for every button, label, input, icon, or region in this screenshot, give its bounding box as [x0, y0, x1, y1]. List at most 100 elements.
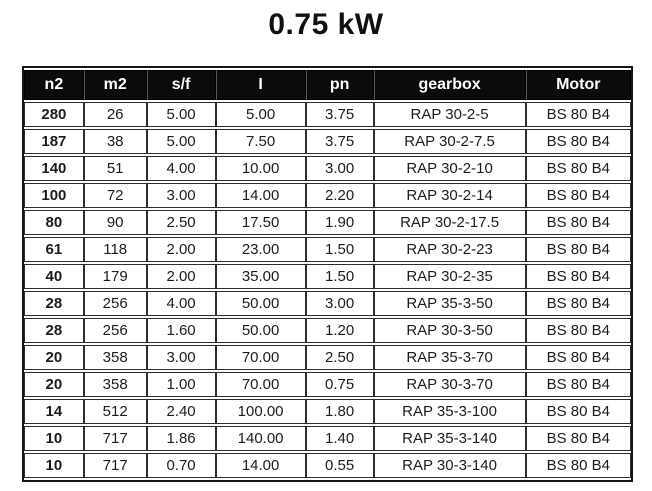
column-header: s/f [146, 70, 216, 100]
table-cell: 1.50 [305, 264, 374, 289]
table-cell: BS 80 B4 [525, 399, 631, 424]
table-cell: 1.60 [146, 318, 216, 343]
table-cell: 2.50 [305, 345, 374, 370]
table-cell: 256 [83, 291, 147, 316]
table-body: 280 26 5.00 5.00 3.75 RAP 30-2-5 BS 80 B4 187 38… [24, 102, 631, 478]
table-cell: 20 [24, 345, 84, 370]
table-cell: BS 80 B4 [525, 102, 631, 127]
table-cell: 118 [83, 237, 147, 262]
table-cell: 4.00 [146, 156, 216, 181]
table-row: 20 358 1.00 70.00 0.75 RAP 30-3-70 BS 80 B4 [24, 372, 631, 397]
column-header: pn [305, 70, 374, 100]
table-cell: 3.00 [305, 156, 374, 181]
table-cell: 26 [83, 102, 147, 127]
table-cell: 179 [83, 264, 147, 289]
table-cell: 4.00 [146, 291, 216, 316]
table-row: 187 38 5.00 7.50 3.75 RAP 30-2-7.5 BS 80 B4 [24, 129, 631, 154]
table-cell: 14.00 [215, 453, 306, 478]
table-cell: 358 [83, 372, 147, 397]
table-cell: 50.00 [215, 318, 306, 343]
table-cell: 2.50 [146, 210, 216, 235]
table-cell: RAP 30-2-35 [373, 264, 526, 289]
table-row: 40 179 2.00 35.00 1.50 RAP 30-2-35 BS 80 B4 [24, 264, 631, 289]
table-cell: BS 80 B4 [525, 237, 631, 262]
table-cell: 2.40 [146, 399, 216, 424]
table-row: 140 51 4.00 10.00 3.00 RAP 30-2-10 BS 80 B4 [24, 156, 631, 181]
table-cell: 80 [24, 210, 84, 235]
table-cell: 5.00 [146, 129, 216, 154]
table-cell: BS 80 B4 [525, 318, 631, 343]
table-row: 80 90 2.50 17.50 1.90 RAP 30-2-17.5 BS 80 B4 [24, 210, 631, 235]
table-cell: RAP 35-3-100 [373, 399, 526, 424]
table-cell: 90 [83, 210, 147, 235]
table-cell: 717 [83, 453, 147, 478]
table-row: 28 256 1.60 50.00 1.20 RAP 30-3-50 BS 80 B4 [24, 318, 631, 343]
table-cell: 70.00 [215, 345, 306, 370]
table-cell: 10 [24, 453, 84, 478]
table-cell: 50.00 [215, 291, 306, 316]
table-cell: 28 [24, 318, 84, 343]
table-cell: 0.75 [305, 372, 374, 397]
table-cell: 10.00 [215, 156, 306, 181]
table-cell: RAP 30-2-17.5 [373, 210, 526, 235]
table-cell: 3.75 [305, 129, 374, 154]
table-cell: 40 [24, 264, 84, 289]
table-cell: BS 80 B4 [525, 345, 631, 370]
table-cell: RAP 35-3-70 [373, 345, 526, 370]
table-cell: BS 80 B4 [525, 183, 631, 208]
table-row: 10 717 0.70 14.00 0.55 RAP 30-3-140 BS 80 B4 [24, 453, 631, 478]
table-row: 61 118 2.00 23.00 1.50 RAP 30-2-23 BS 80 B4 [24, 237, 631, 262]
column-header: n2 [24, 70, 84, 100]
table-cell: 17.50 [215, 210, 306, 235]
table-cell: RAP 35-3-140 [373, 426, 526, 451]
table-cell: 70.00 [215, 372, 306, 397]
table-cell: 0.55 [305, 453, 374, 478]
table-cell: 7.50 [215, 129, 306, 154]
table-cell: 1.50 [305, 237, 374, 262]
table-cell: 35.00 [215, 264, 306, 289]
table-cell: BS 80 B4 [525, 453, 631, 478]
table-cell: 512 [83, 399, 147, 424]
table-cell: 1.20 [305, 318, 374, 343]
table-cell: 140.00 [215, 426, 306, 451]
table-cell: 23.00 [215, 237, 306, 262]
table-cell: RAP 35-3-50 [373, 291, 526, 316]
table-cell: 1.80 [305, 399, 374, 424]
table-cell: 187 [24, 129, 84, 154]
table-cell: BS 80 B4 [525, 156, 631, 181]
table-cell: 100.00 [215, 399, 306, 424]
column-header: I [215, 70, 306, 100]
table-cell: 3.00 [305, 291, 374, 316]
table-cell: 14.00 [215, 183, 306, 208]
table-cell: 717 [83, 426, 147, 451]
table-cell: RAP 30-2-10 [373, 156, 526, 181]
table-cell: BS 80 B4 [525, 264, 631, 289]
table-cell: 61 [24, 237, 84, 262]
table-cell: 1.86 [146, 426, 216, 451]
table-cell: 1.40 [305, 426, 374, 451]
table-row: 14 512 2.40 100.00 1.80 RAP 35-3-100 BS 80 B4 [24, 399, 631, 424]
table-cell: 1.90 [305, 210, 374, 235]
table-cell: BS 80 B4 [525, 372, 631, 397]
column-header: gearbox [373, 70, 526, 100]
table-cell: 100 [24, 183, 84, 208]
table-cell: RAP 30-3-50 [373, 318, 526, 343]
table-cell: 5.00 [215, 102, 306, 127]
table-cell: 140 [24, 156, 84, 181]
table-row: 100 72 3.00 14.00 2.20 RAP 30-2-14 BS 80 B4 [24, 183, 631, 208]
table-cell: 0.70 [146, 453, 216, 478]
table-cell: 14 [24, 399, 84, 424]
table-cell: BS 80 B4 [525, 210, 631, 235]
table-cell: 3.00 [146, 183, 216, 208]
table-cell: 3.75 [305, 102, 374, 127]
table-cell: 2.00 [146, 264, 216, 289]
table-cell: 38 [83, 129, 147, 154]
table-cell: RAP 30-2-7.5 [373, 129, 526, 154]
table-cell: BS 80 B4 [525, 129, 631, 154]
column-header: m2 [83, 70, 147, 100]
table-cell: 1.00 [146, 372, 216, 397]
